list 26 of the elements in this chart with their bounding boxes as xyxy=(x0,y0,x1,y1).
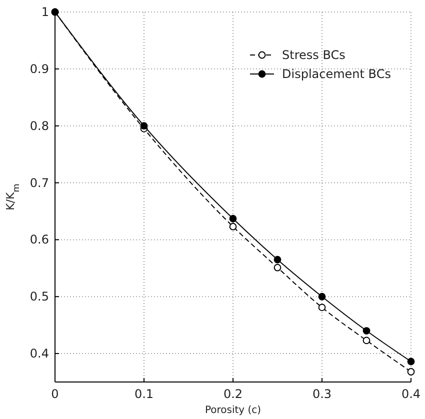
x-tick-label: 0.1 xyxy=(134,387,154,401)
x-axis-title: Porosity (c) xyxy=(204,405,262,416)
x-tick-label: 0.3 xyxy=(312,387,332,401)
x-tick-label: 0 xyxy=(51,387,59,401)
point xyxy=(362,327,370,334)
y-tick-label: 0.9 xyxy=(30,62,49,76)
point xyxy=(318,292,326,300)
x-tick-label: 0.2 xyxy=(223,387,243,401)
point xyxy=(229,214,237,222)
point xyxy=(274,256,282,264)
y-tick-label: 0.6 xyxy=(30,232,49,247)
y-tick-label: 0.5 xyxy=(30,290,49,304)
legend-label: Displacement BCs xyxy=(282,67,391,81)
point xyxy=(274,264,282,272)
point xyxy=(407,368,415,376)
point xyxy=(362,336,370,344)
point xyxy=(318,304,326,312)
point xyxy=(140,122,148,130)
legend-label: Stress BCs xyxy=(282,48,346,62)
y-tick-label: 0.4 xyxy=(30,346,49,361)
y-tick-label: 0.7 xyxy=(30,176,49,190)
y-tick-label: 1 xyxy=(41,5,49,19)
point xyxy=(407,358,415,366)
y-tick-label: 0.8 xyxy=(30,118,49,133)
point xyxy=(229,222,237,230)
x-tick-label: 0.4 xyxy=(401,387,421,401)
